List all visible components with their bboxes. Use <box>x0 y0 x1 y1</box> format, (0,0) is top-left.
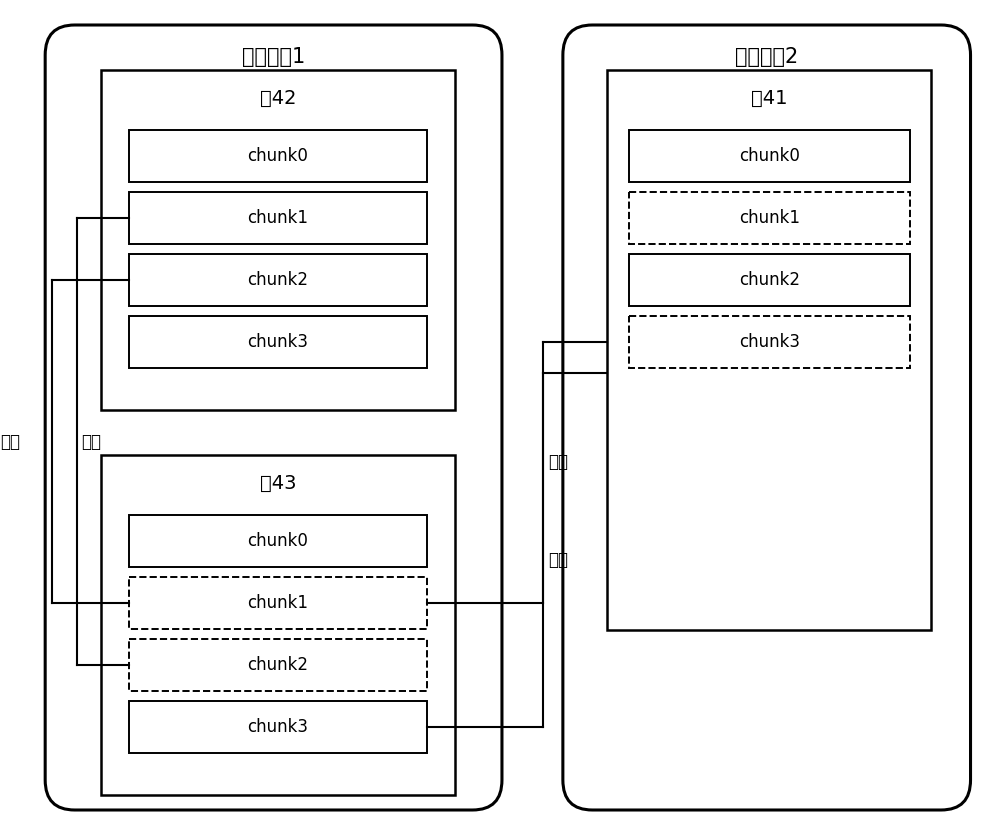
Text: 引用: 引用 <box>82 433 102 451</box>
Bar <box>129 316 427 368</box>
Bar <box>629 130 910 182</box>
Text: 升42: 升42 <box>260 89 296 108</box>
Text: chunk3: chunk3 <box>247 718 308 736</box>
Text: chunk0: chunk0 <box>248 532 308 550</box>
Bar <box>101 455 455 795</box>
Text: chunk1: chunk1 <box>247 209 308 227</box>
Text: chunk1: chunk1 <box>739 209 800 227</box>
Bar <box>129 577 427 629</box>
Bar <box>629 316 910 368</box>
Text: chunk0: chunk0 <box>248 147 308 165</box>
Bar <box>629 192 910 244</box>
FancyBboxPatch shape <box>45 25 502 810</box>
Bar <box>129 254 427 306</box>
Text: chunk1: chunk1 <box>247 594 308 612</box>
Text: chunk3: chunk3 <box>739 333 800 351</box>
Bar <box>101 70 455 410</box>
Text: chunk0: chunk0 <box>739 147 800 165</box>
Text: 升43: 升43 <box>260 473 296 493</box>
Text: 引用: 引用 <box>548 551 568 569</box>
Text: chunk3: chunk3 <box>247 333 308 351</box>
Bar <box>607 70 931 630</box>
Bar <box>129 130 427 182</box>
FancyBboxPatch shape <box>563 25 971 810</box>
Text: chunk2: chunk2 <box>247 271 308 289</box>
Bar <box>129 701 427 753</box>
Text: 升41: 升41 <box>751 89 787 108</box>
Text: 引用: 引用 <box>1 433 21 451</box>
Bar <box>629 254 910 306</box>
Bar <box>129 515 427 567</box>
Text: 存储节点1: 存储节点1 <box>242 47 305 67</box>
Text: 引用: 引用 <box>548 453 568 472</box>
Bar <box>129 639 427 691</box>
Text: chunk2: chunk2 <box>247 656 308 674</box>
Text: chunk2: chunk2 <box>739 271 800 289</box>
Text: 存储节点2: 存储节点2 <box>735 47 798 67</box>
Bar <box>129 192 427 244</box>
